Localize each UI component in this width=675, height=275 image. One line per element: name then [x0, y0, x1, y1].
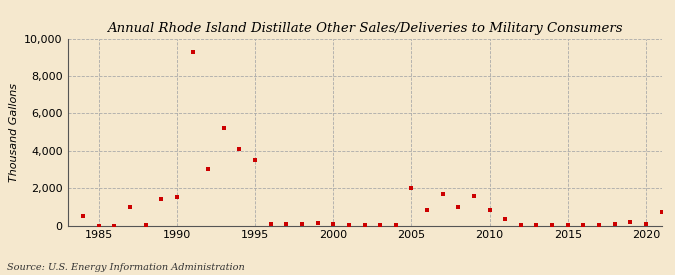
Title: Annual Rhode Island Distillate Other Sales/Deliveries to Military Consumers: Annual Rhode Island Distillate Other Sal…: [107, 21, 622, 35]
Point: [359, 222, 370, 227]
Point: [656, 210, 667, 214]
Point: [250, 158, 261, 162]
Point: [187, 50, 198, 54]
Point: [578, 222, 589, 227]
Point: [78, 214, 88, 218]
Point: [437, 191, 448, 196]
Text: Source: U.S. Energy Information Administration: Source: U.S. Energy Information Administ…: [7, 263, 244, 272]
Point: [156, 197, 167, 202]
Point: [625, 219, 636, 224]
Point: [468, 193, 479, 198]
Point: [328, 222, 339, 226]
Point: [641, 221, 651, 226]
Point: [344, 222, 354, 227]
Point: [500, 217, 510, 221]
Point: [234, 147, 245, 151]
Point: [296, 221, 307, 226]
Y-axis label: Thousand Gallons: Thousand Gallons: [9, 82, 19, 182]
Point: [281, 222, 292, 226]
Point: [406, 186, 416, 190]
Point: [516, 222, 526, 227]
Point: [375, 222, 385, 227]
Point: [171, 195, 182, 200]
Point: [313, 221, 323, 225]
Point: [202, 167, 213, 172]
Point: [125, 205, 136, 209]
Point: [593, 222, 604, 227]
Point: [93, 223, 104, 228]
Point: [562, 222, 573, 227]
Point: [531, 222, 542, 227]
Point: [109, 223, 119, 228]
Point: [265, 221, 276, 226]
Point: [390, 222, 401, 227]
Point: [610, 221, 620, 226]
Point: [422, 207, 433, 212]
Point: [484, 207, 495, 212]
Point: [453, 205, 464, 209]
Point: [219, 126, 230, 130]
Point: [140, 222, 151, 227]
Point: [547, 222, 558, 227]
